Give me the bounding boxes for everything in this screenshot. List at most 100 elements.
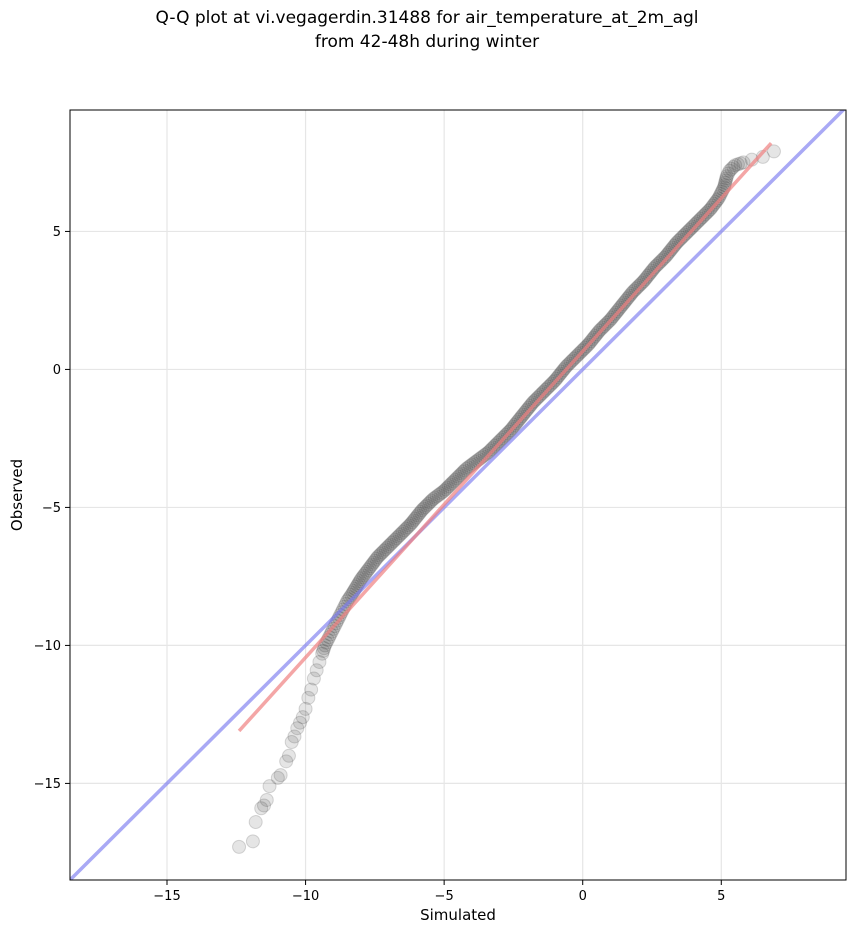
qq-point [639, 270, 654, 285]
qq-point [363, 559, 378, 574]
qq-point [621, 290, 636, 305]
qq-point [642, 267, 657, 282]
qq-point [410, 508, 425, 523]
qq-point [684, 221, 699, 236]
qq-point [718, 175, 733, 190]
qq-point [341, 592, 356, 607]
qq-point [376, 543, 391, 558]
qq-point [355, 570, 370, 585]
qq-point [402, 518, 417, 533]
qq-point [438, 482, 453, 497]
qq-point [397, 523, 412, 538]
qq-point [412, 506, 427, 521]
chart-title: Q-Q plot at vi.vegagerdin.31488 for air_… [0, 6, 854, 54]
qq-point [400, 520, 415, 535]
qq-point [733, 156, 748, 171]
qq-point [638, 272, 653, 287]
qq-point [316, 643, 331, 658]
qq-point [457, 463, 472, 478]
qq-point [528, 392, 543, 407]
qq-point [481, 445, 496, 460]
x-tick-label: −5 [435, 889, 454, 904]
y-axis: −15 −10 −5 0 5 [34, 225, 70, 792]
qq-point [381, 539, 396, 554]
qq-point [352, 574, 367, 589]
qq-point [315, 646, 330, 661]
qq-point [618, 293, 633, 308]
qq-point [451, 469, 466, 484]
qq-point [421, 496, 436, 511]
qq-point [304, 682, 319, 697]
qq-point [408, 511, 423, 526]
qq-point [340, 594, 355, 609]
x-tick-label: 0 [579, 889, 587, 904]
qq-point [459, 461, 474, 476]
qq-point [721, 166, 736, 181]
qq-point [448, 472, 463, 487]
qq-point [405, 515, 420, 530]
qq-point [317, 641, 332, 656]
qq-point [533, 387, 548, 402]
y-tick-label: 0 [53, 363, 61, 378]
qq-point [298, 701, 313, 716]
y-tick-label: −5 [42, 501, 61, 516]
qq-point [375, 545, 390, 560]
qq-point [532, 389, 547, 404]
qq-point [730, 157, 745, 172]
qq-point [406, 513, 421, 528]
qq-point [366, 555, 381, 570]
qq-point [389, 531, 404, 546]
qq-point [724, 161, 739, 176]
qq-point [392, 528, 407, 543]
qq-point [521, 400, 536, 415]
qq-point [354, 572, 368, 587]
qq-point [628, 281, 643, 296]
qq-point [630, 280, 645, 295]
qq-point [409, 510, 424, 525]
qq-point [395, 524, 410, 539]
qq-point [351, 576, 366, 591]
chart-title-line2: from 42-48h during winter [314, 32, 540, 52]
qq-point [360, 562, 375, 577]
qq-point [726, 160, 741, 175]
qq-point [365, 557, 380, 572]
x-axis-label: Simulated [420, 906, 496, 924]
qq-point [358, 566, 373, 581]
qq-point [399, 521, 414, 536]
plot-frame [69, 109, 847, 881]
qq-point [362, 561, 377, 576]
qq-point [452, 468, 467, 483]
qq-point [232, 839, 247, 854]
x-tick-label: −15 [153, 889, 180, 904]
qq-point [284, 735, 299, 750]
qq-point [643, 265, 658, 280]
qq-point [257, 798, 271, 813]
qq-point [736, 155, 751, 170]
qq-point [660, 247, 675, 262]
qq-point [523, 398, 538, 413]
qq-point [295, 710, 310, 725]
qq-point [426, 492, 441, 507]
qq-point [640, 268, 655, 283]
qq-point [658, 249, 673, 264]
qq-point [719, 171, 734, 186]
qq-point [262, 779, 277, 794]
qq-point [663, 244, 678, 259]
qq-point [254, 801, 269, 816]
qq-point [369, 551, 384, 566]
qq-point [287, 729, 302, 744]
qq-point [661, 245, 676, 260]
qq-point [631, 278, 646, 293]
grid [70, 110, 846, 880]
qq-point [359, 564, 374, 579]
qq-point [620, 292, 635, 307]
qq-point [718, 173, 733, 188]
qq-point [633, 277, 648, 292]
qq-point [378, 542, 393, 557]
qq-point [273, 768, 288, 783]
qq-point [429, 489, 444, 504]
qq-point [627, 283, 642, 298]
qq-point [380, 540, 395, 555]
qq-point [279, 754, 294, 769]
